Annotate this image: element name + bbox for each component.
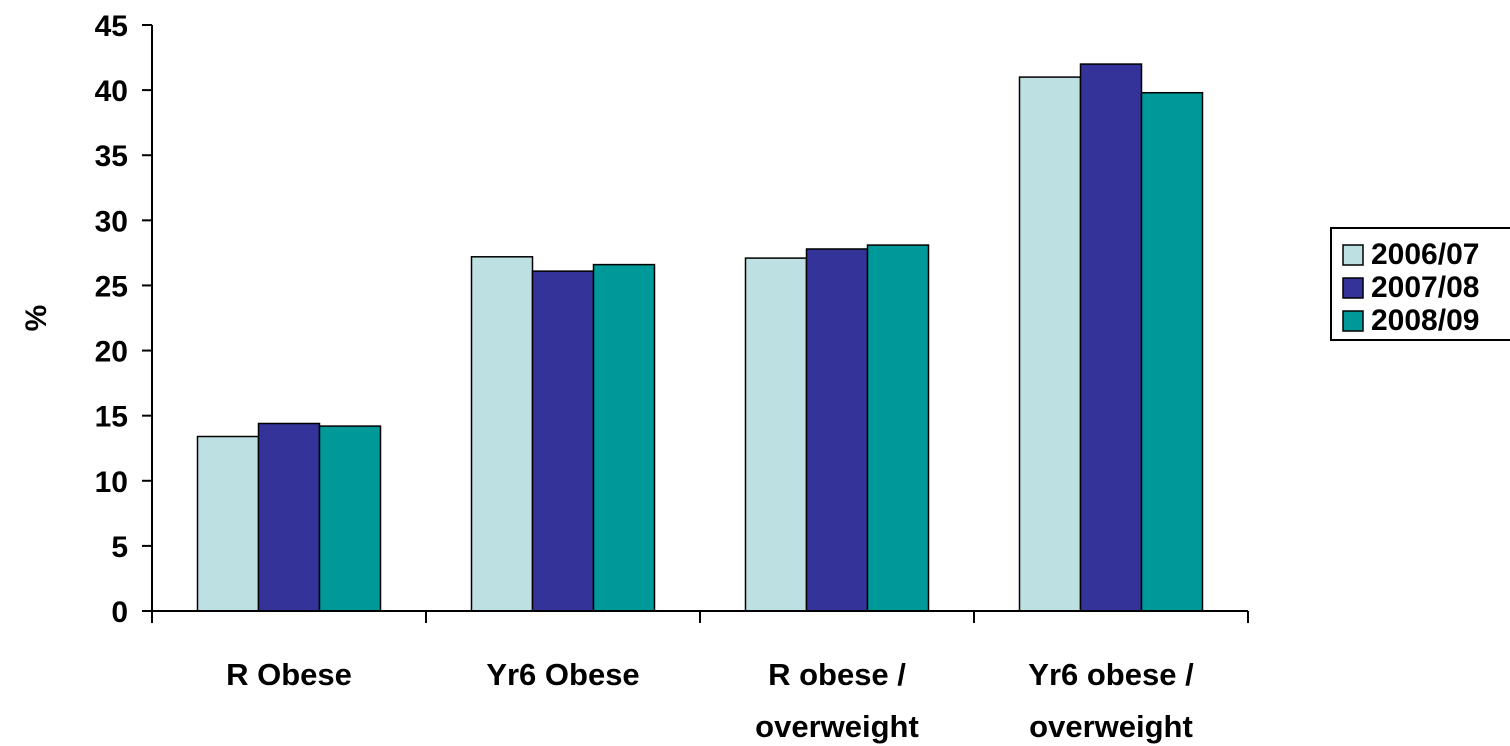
x-category-label: overweight: [1029, 709, 1193, 744]
bar-2006-07-cat-2: [744, 257, 808, 612]
y-tick-label: 10: [95, 466, 128, 499]
bar-2008-09-cat-1: [592, 263, 656, 612]
x-category-label: R obese /: [768, 657, 906, 692]
x-category-label: R Obese: [226, 657, 352, 692]
bar-2008-09-cat-3: [1140, 91, 1204, 612]
bars-group: [196, 63, 1204, 612]
x-category-label: Yr6 Obese: [486, 657, 639, 692]
y-tick-label: 45: [95, 10, 128, 43]
legend-swatch: [1342, 244, 1364, 266]
y-tick-label: 40: [95, 75, 128, 108]
legend-label: 2008/09: [1371, 304, 1479, 337]
y-axis-label: %: [20, 305, 53, 332]
bar-2008-09-cat-2: [866, 244, 930, 612]
legend-label: 2006/07: [1371, 238, 1479, 271]
bar-2007-08-cat-1: [531, 270, 595, 612]
bar-2007-08-cat-0: [257, 422, 321, 612]
legend-swatch: [1342, 310, 1364, 332]
bar-2007-08-cat-3: [1079, 63, 1143, 612]
bar-2008-09-cat-0: [318, 425, 382, 612]
y-tick-label: 20: [95, 336, 128, 369]
y-tick-label: 0: [111, 596, 128, 629]
y-tick-label: 25: [95, 270, 128, 303]
legend-swatch: [1342, 277, 1364, 299]
y-tick-labels: 0 5 10 15 20 25 30 35 40 45: [95, 10, 128, 629]
bar-2006-07-cat-3: [1018, 76, 1082, 612]
y-tick-label: 30: [95, 205, 128, 238]
y-tick-label: 15: [95, 401, 128, 434]
y-tick-label: 5: [111, 531, 128, 564]
bar-2006-07-cat-0: [196, 435, 260, 612]
x-category-label: Yr6 obese /: [1028, 657, 1194, 692]
axes-group: [142, 24, 1249, 623]
x-category-label: overweight: [755, 709, 919, 744]
bar-2007-08-cat-2: [805, 248, 869, 612]
legend-label: 2007/08: [1371, 271, 1479, 304]
bar-2006-07-cat-1: [470, 256, 534, 612]
x-category-labels: R Obese Yr6 Obese R obese / overweight Yr6 o…: [226, 657, 1194, 744]
y-tick-label: 35: [95, 140, 128, 173]
